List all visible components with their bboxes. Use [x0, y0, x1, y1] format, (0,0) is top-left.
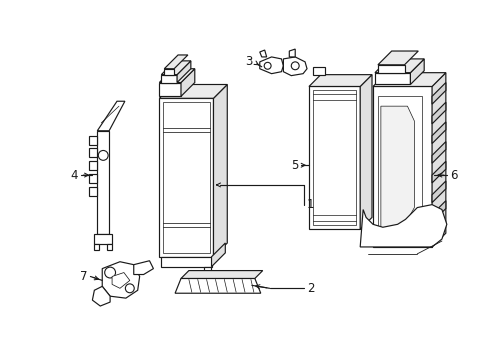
Polygon shape [107, 244, 112, 250]
Polygon shape [378, 65, 405, 73]
Polygon shape [432, 102, 446, 124]
Polygon shape [134, 261, 153, 275]
Polygon shape [159, 98, 214, 257]
Polygon shape [381, 106, 415, 232]
Polygon shape [181, 271, 263, 278]
Polygon shape [164, 55, 188, 69]
Polygon shape [260, 50, 267, 57]
Polygon shape [98, 131, 109, 234]
Polygon shape [98, 101, 125, 131]
Polygon shape [432, 122, 446, 144]
Polygon shape [378, 96, 422, 237]
Text: 6: 6 [450, 168, 457, 181]
Polygon shape [375, 59, 424, 73]
Polygon shape [95, 244, 99, 250]
Text: 1: 1 [307, 198, 315, 211]
Polygon shape [163, 102, 210, 253]
Polygon shape [360, 75, 372, 229]
Polygon shape [175, 278, 261, 293]
Polygon shape [432, 181, 446, 203]
Polygon shape [378, 51, 418, 65]
Polygon shape [309, 86, 360, 229]
Polygon shape [161, 61, 191, 75]
Polygon shape [289, 49, 295, 57]
Polygon shape [112, 273, 130, 288]
Polygon shape [161, 257, 212, 267]
Polygon shape [204, 267, 211, 275]
Polygon shape [93, 286, 110, 306]
Polygon shape [90, 161, 98, 170]
Text: 2: 2 [307, 282, 315, 295]
Polygon shape [373, 86, 432, 247]
Polygon shape [375, 73, 411, 85]
Polygon shape [164, 69, 174, 75]
Polygon shape [90, 174, 98, 183]
Polygon shape [432, 161, 446, 183]
Polygon shape [313, 90, 356, 225]
Polygon shape [432, 201, 446, 222]
Text: 7: 7 [80, 270, 88, 283]
Text: 5: 5 [291, 159, 298, 172]
Polygon shape [90, 136, 98, 145]
Polygon shape [313, 67, 325, 75]
Polygon shape [161, 75, 177, 82]
Text: 4: 4 [70, 168, 77, 181]
Polygon shape [159, 82, 181, 96]
Polygon shape [283, 57, 307, 76]
Polygon shape [102, 262, 140, 298]
Polygon shape [432, 82, 446, 104]
Polygon shape [177, 61, 191, 82]
Polygon shape [159, 85, 227, 98]
Polygon shape [214, 85, 227, 257]
Polygon shape [309, 75, 372, 86]
Polygon shape [432, 141, 446, 163]
Polygon shape [260, 57, 283, 74]
Polygon shape [411, 59, 424, 85]
Polygon shape [90, 148, 98, 157]
Polygon shape [95, 234, 112, 244]
Polygon shape [432, 73, 446, 247]
Polygon shape [212, 243, 225, 267]
Text: 3: 3 [245, 55, 253, 68]
Polygon shape [181, 69, 195, 96]
Polygon shape [360, 204, 447, 247]
Polygon shape [90, 187, 98, 196]
Polygon shape [373, 73, 446, 86]
Polygon shape [159, 69, 195, 82]
